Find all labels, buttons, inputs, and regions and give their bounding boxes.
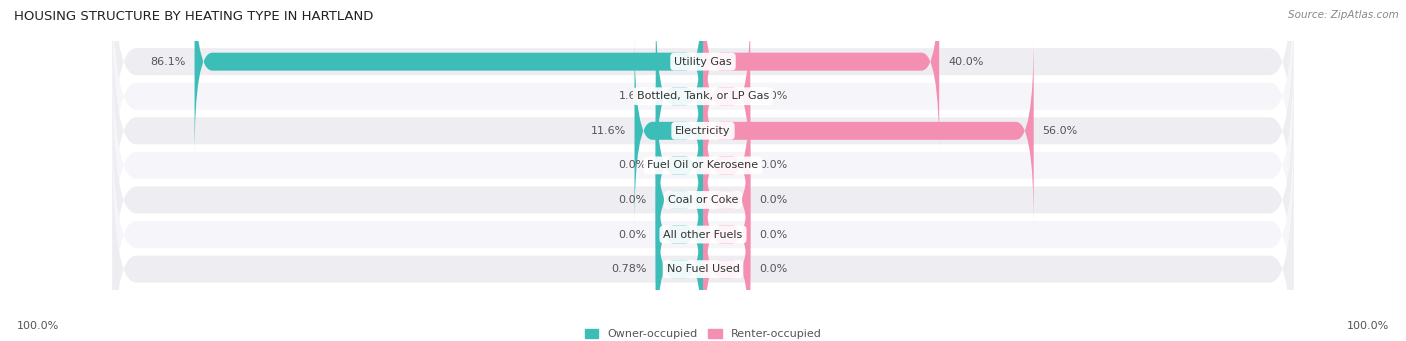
Text: 40.0%: 40.0%	[948, 57, 983, 66]
Text: 0.78%: 0.78%	[612, 264, 647, 274]
FancyBboxPatch shape	[634, 36, 703, 225]
FancyBboxPatch shape	[655, 105, 703, 295]
Text: No Fuel Used: No Fuel Used	[666, 264, 740, 274]
FancyBboxPatch shape	[703, 105, 751, 295]
Text: 0.0%: 0.0%	[759, 160, 787, 170]
FancyBboxPatch shape	[703, 1, 751, 191]
Text: 1.6%: 1.6%	[619, 91, 647, 101]
Text: 0.0%: 0.0%	[619, 195, 647, 205]
Text: Coal or Coke: Coal or Coke	[668, 195, 738, 205]
FancyBboxPatch shape	[703, 174, 751, 341]
Text: 56.0%: 56.0%	[1043, 126, 1078, 136]
Text: Electricity: Electricity	[675, 126, 731, 136]
Text: Utility Gas: Utility Gas	[675, 57, 731, 66]
Text: 0.0%: 0.0%	[619, 229, 647, 239]
Text: 11.6%: 11.6%	[591, 126, 626, 136]
FancyBboxPatch shape	[112, 144, 1294, 341]
FancyBboxPatch shape	[703, 140, 751, 329]
FancyBboxPatch shape	[703, 36, 1033, 225]
Text: 0.0%: 0.0%	[759, 264, 787, 274]
FancyBboxPatch shape	[703, 71, 751, 260]
FancyBboxPatch shape	[112, 41, 1294, 290]
Text: All other Fuels: All other Fuels	[664, 229, 742, 239]
FancyBboxPatch shape	[655, 71, 703, 260]
Text: Source: ZipAtlas.com: Source: ZipAtlas.com	[1288, 10, 1399, 20]
Text: 0.0%: 0.0%	[759, 195, 787, 205]
Text: HOUSING STRUCTURE BY HEATING TYPE IN HARTLAND: HOUSING STRUCTURE BY HEATING TYPE IN HAR…	[14, 10, 374, 23]
Text: Fuel Oil or Kerosene: Fuel Oil or Kerosene	[647, 160, 759, 170]
FancyBboxPatch shape	[112, 75, 1294, 325]
Text: 0.0%: 0.0%	[759, 229, 787, 239]
FancyBboxPatch shape	[112, 0, 1294, 187]
Text: 100.0%: 100.0%	[1347, 321, 1389, 331]
FancyBboxPatch shape	[655, 174, 703, 341]
FancyBboxPatch shape	[655, 140, 703, 329]
FancyBboxPatch shape	[112, 6, 1294, 256]
Text: 100.0%: 100.0%	[17, 321, 59, 331]
Text: 0.0%: 0.0%	[619, 160, 647, 170]
FancyBboxPatch shape	[112, 0, 1294, 221]
FancyBboxPatch shape	[703, 0, 939, 157]
Text: Bottled, Tank, or LP Gas: Bottled, Tank, or LP Gas	[637, 91, 769, 101]
FancyBboxPatch shape	[112, 110, 1294, 341]
FancyBboxPatch shape	[194, 0, 703, 157]
Text: 86.1%: 86.1%	[150, 57, 186, 66]
FancyBboxPatch shape	[655, 1, 703, 191]
Legend: Owner-occupied, Renter-occupied: Owner-occupied, Renter-occupied	[585, 329, 821, 339]
Text: 4.0%: 4.0%	[759, 91, 787, 101]
